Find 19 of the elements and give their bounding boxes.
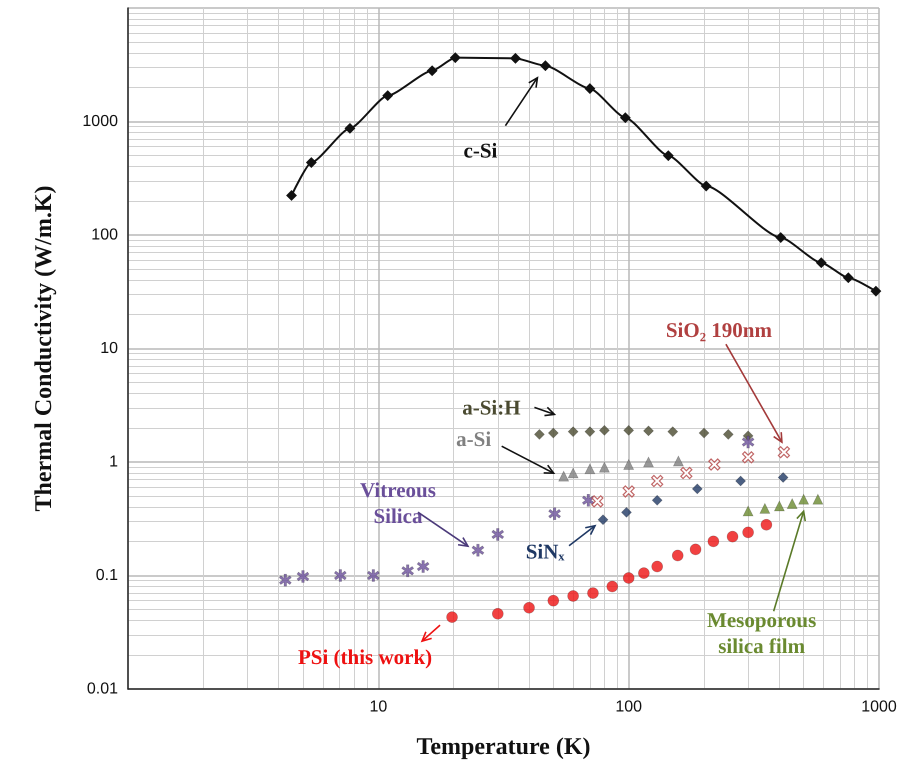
x-tick-label: 10 xyxy=(369,698,388,716)
text: a-Si xyxy=(456,427,492,452)
y-tick-label: 1000 xyxy=(82,113,118,130)
y-tick-label: 100 xyxy=(91,226,118,244)
x-tick-label: 1000 xyxy=(861,698,897,716)
series-label: Vitreous Silica xyxy=(360,478,436,528)
y-tick-label: 0.1 xyxy=(96,567,118,584)
legend-label: SiNₓ xyxy=(526,540,566,564)
y-tick-label: 0.01 xyxy=(86,680,118,698)
series-label: a-Si:H xyxy=(462,395,521,420)
text: SiO₂ 190nm xyxy=(666,318,772,342)
text: c-Si xyxy=(464,138,498,163)
text: Mesoporous silica film xyxy=(706,608,816,658)
x-tick-label: 100 xyxy=(615,698,642,716)
x-axis-title: Temperature (K) xyxy=(416,734,590,760)
y-tick-label: 1 xyxy=(109,454,118,470)
legend-label: PSi (this work) xyxy=(298,645,432,670)
y-tick-label: 10 xyxy=(100,340,118,357)
y-axis-title: Thermal Conductivity (W/m.K) xyxy=(31,186,57,512)
